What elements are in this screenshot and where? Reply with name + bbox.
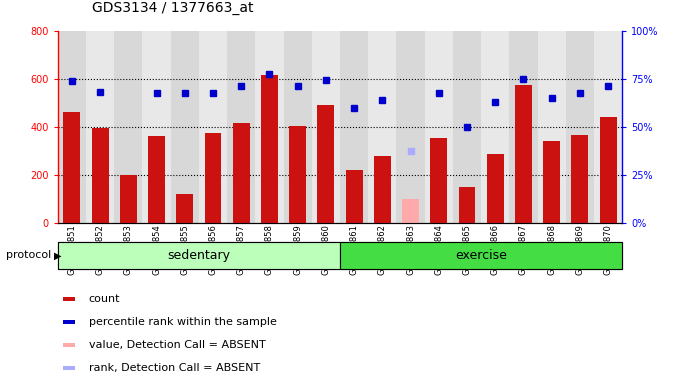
Bar — [143, 31, 171, 223]
Text: exercise: exercise — [455, 249, 507, 262]
Bar — [63, 297, 75, 301]
Bar — [369, 31, 396, 223]
Bar — [312, 31, 340, 223]
Bar — [58, 242, 340, 269]
Bar — [63, 320, 75, 324]
Bar — [148, 136, 165, 223]
Bar — [571, 135, 588, 223]
Bar — [594, 31, 622, 223]
Bar — [86, 31, 114, 223]
Bar — [227, 31, 256, 223]
Bar — [205, 133, 222, 223]
Bar — [171, 31, 199, 223]
Bar — [318, 105, 335, 223]
Bar — [233, 123, 250, 223]
Bar — [538, 31, 566, 223]
Bar — [199, 31, 227, 223]
Bar — [63, 343, 75, 347]
Bar — [515, 85, 532, 223]
Bar — [63, 113, 80, 223]
Bar — [114, 31, 143, 223]
Text: percentile rank within the sample: percentile rank within the sample — [89, 317, 277, 327]
Bar — [176, 194, 193, 223]
Bar — [58, 31, 86, 223]
Bar — [92, 128, 109, 223]
Bar — [600, 117, 617, 223]
Bar — [430, 137, 447, 223]
Text: value, Detection Call = ABSENT: value, Detection Call = ABSENT — [89, 340, 266, 350]
Text: GDS3134 / 1377663_at: GDS3134 / 1377663_at — [92, 2, 253, 15]
Bar — [340, 31, 369, 223]
Bar — [374, 156, 391, 223]
Bar — [543, 141, 560, 223]
Bar — [402, 199, 419, 223]
Bar — [487, 154, 504, 223]
Bar — [453, 31, 481, 223]
Bar — [345, 170, 362, 223]
Bar — [256, 31, 284, 223]
Bar — [481, 31, 509, 223]
Bar — [284, 31, 312, 223]
Bar — [396, 31, 425, 223]
Bar — [261, 75, 278, 223]
Bar — [509, 31, 538, 223]
Text: ▶: ▶ — [54, 250, 62, 260]
Bar — [425, 31, 453, 223]
Bar — [340, 242, 622, 269]
Text: protocol: protocol — [5, 250, 54, 260]
Bar — [63, 366, 75, 370]
Text: sedentary: sedentary — [167, 249, 231, 262]
Bar — [120, 175, 137, 223]
Bar — [458, 187, 475, 223]
Text: count: count — [89, 294, 120, 304]
Bar — [289, 126, 306, 223]
Text: rank, Detection Call = ABSENT: rank, Detection Call = ABSENT — [89, 363, 260, 373]
Bar — [566, 31, 594, 223]
